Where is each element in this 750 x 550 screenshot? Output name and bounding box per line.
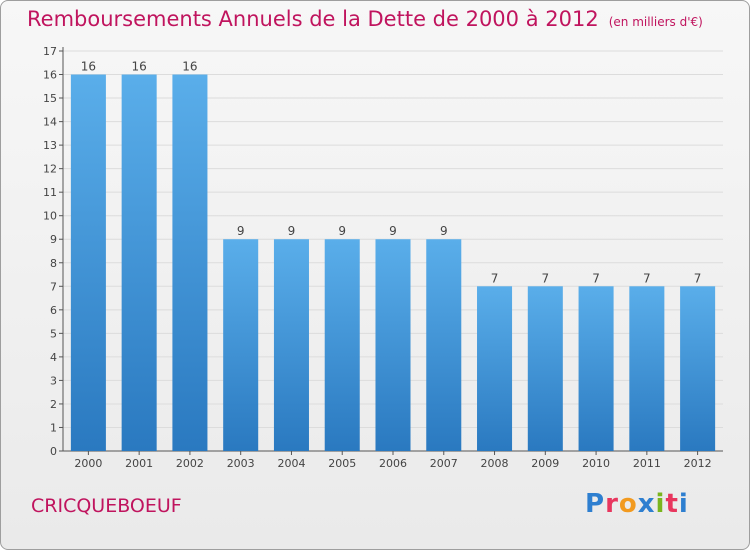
- logo-letter: P: [585, 489, 606, 519]
- x-tick-label: 2002: [176, 457, 204, 470]
- x-tick-label: 2008: [481, 457, 509, 470]
- x-tick-label: 2001: [125, 457, 153, 470]
- x-tick-label: 2007: [430, 457, 458, 470]
- commune-name: CRICQUEBOEUF: [31, 495, 182, 517]
- proxiti-logo: Proxiti: [585, 489, 689, 519]
- bar: [527, 286, 563, 451]
- y-tick-label: 14: [43, 116, 57, 129]
- bar: [121, 74, 157, 451]
- y-tick-label: 12: [43, 163, 57, 176]
- title-text: Remboursements Annuels de la Dette de 20…: [27, 7, 599, 31]
- bar: [375, 239, 411, 451]
- data-label: 9: [237, 224, 245, 238]
- bar: [629, 286, 665, 451]
- data-label: 7: [694, 271, 702, 285]
- x-tick-label: 2000: [74, 457, 102, 470]
- y-tick-label: 15: [43, 92, 57, 105]
- logo-letter: i: [678, 489, 689, 519]
- bar: [426, 239, 462, 451]
- bar: [477, 286, 513, 451]
- y-tick-label: 7: [50, 280, 57, 293]
- data-label: 7: [491, 271, 499, 285]
- data-label: 7: [541, 271, 549, 285]
- bar: [223, 239, 259, 451]
- data-label: 16: [182, 60, 197, 74]
- y-tick-label: 2: [50, 398, 57, 411]
- data-label: 16: [132, 60, 147, 74]
- y-tick-label: 0: [50, 445, 57, 458]
- logo-letter: o: [618, 489, 638, 519]
- bar: [70, 74, 106, 451]
- data-label: 9: [338, 224, 346, 238]
- data-label: 9: [440, 224, 448, 238]
- y-tick-label: 11: [43, 186, 57, 199]
- bar: [680, 286, 716, 451]
- x-tick-label: 2010: [582, 457, 610, 470]
- logo-letter: i: [655, 489, 666, 519]
- x-tick-label: 2005: [328, 457, 356, 470]
- data-label: 9: [288, 224, 296, 238]
- y-tick-label: 10: [43, 210, 57, 223]
- x-tick-label: 2012: [684, 457, 712, 470]
- y-tick-label: 4: [50, 351, 57, 364]
- y-tick-label: 8: [50, 257, 57, 270]
- bar: [578, 286, 614, 451]
- data-label: 9: [389, 224, 397, 238]
- logo-letter: r: [605, 489, 619, 519]
- data-label: 16: [81, 60, 96, 74]
- x-tick-label: 2004: [277, 457, 305, 470]
- x-tick-label: 2009: [531, 457, 559, 470]
- logo-letter: t: [665, 489, 679, 519]
- data-label: 7: [643, 271, 651, 285]
- logo-letter: x: [637, 489, 656, 519]
- x-tick-label: 2003: [227, 457, 255, 470]
- y-tick-label: 9: [50, 233, 57, 246]
- y-tick-label: 1: [50, 421, 57, 434]
- y-tick-label: 16: [43, 69, 57, 82]
- y-tick-label: 5: [50, 327, 57, 340]
- bar: [273, 239, 309, 451]
- x-tick-label: 2011: [633, 457, 661, 470]
- unit-text: (en milliers d'€): [608, 15, 703, 29]
- y-tick-label: 13: [43, 139, 57, 152]
- y-tick-label: 3: [50, 374, 57, 387]
- bar: [324, 239, 360, 451]
- y-tick-label: 6: [50, 304, 57, 317]
- data-label: 7: [592, 271, 600, 285]
- bar: [172, 74, 208, 451]
- x-tick-label: 2006: [379, 457, 407, 470]
- y-tick-label: 17: [43, 45, 57, 58]
- chart-title: Remboursements Annuels de la Dette de 20…: [27, 7, 703, 31]
